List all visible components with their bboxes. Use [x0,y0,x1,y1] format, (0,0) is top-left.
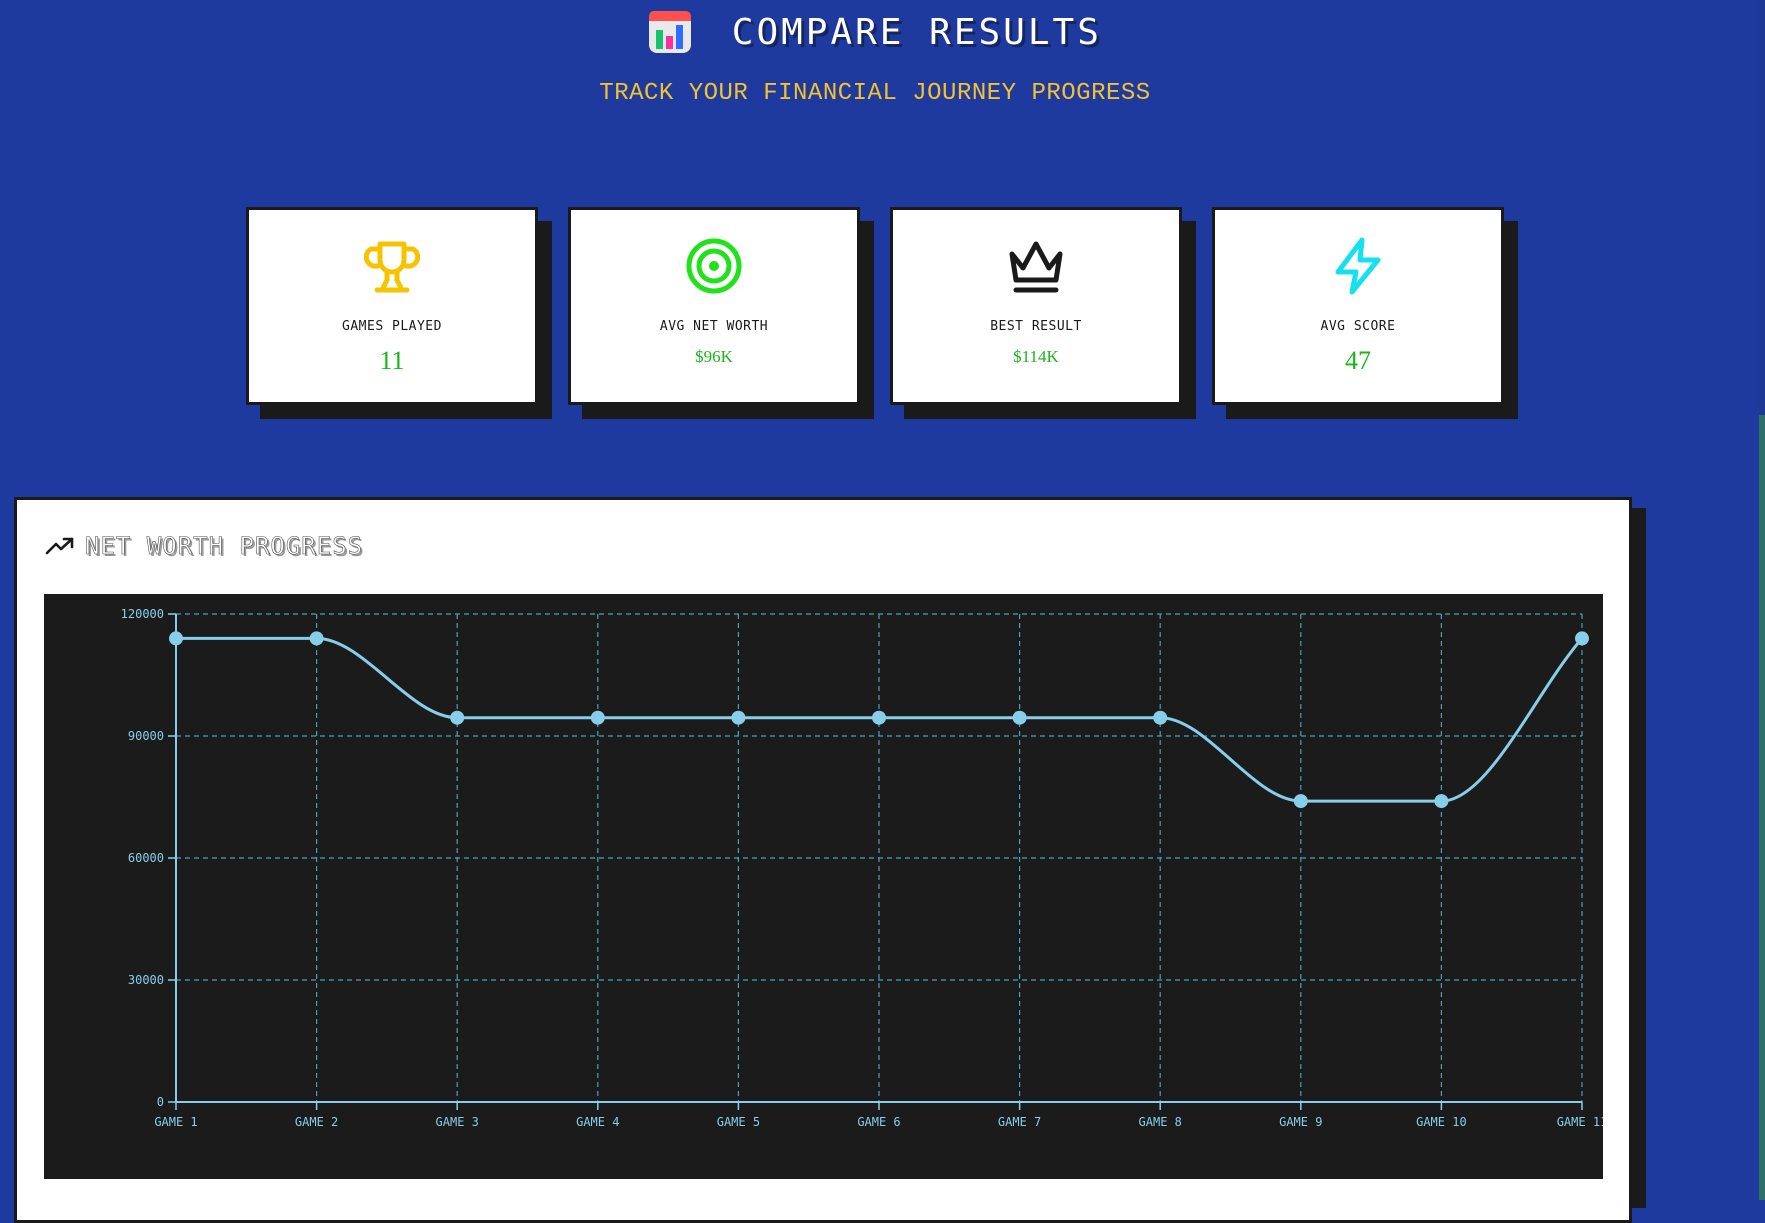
y-tick-label: 120000 [121,607,164,621]
chart-svg: 0 30000 60000 90000 120000 GAME 1 GAME 2 GAME 3… [121,607,1603,1129]
stat-card-games-played: GAMES PLAYED 11 [246,207,552,419]
x-tick-label: GAME 4 [576,1115,619,1129]
page-title: COMPARE RESULTS [731,11,1102,53]
x-tick-label: GAME 6 [857,1115,900,1129]
data-point [872,710,886,725]
y-tick-label: 0 [157,1095,164,1109]
card-body: BEST RESULT $114K [890,207,1182,405]
net-worth-chart: 0 30000 60000 90000 120000 GAME 1 GAME 2 GAME 3… [44,594,1603,1179]
card-body: AVG SCORE 47 [1212,207,1504,405]
scrollbar-thumb[interactable] [1759,415,1765,1200]
data-point [1575,631,1589,646]
stat-value: $114K [1013,347,1059,366]
stat-value: 11 [379,346,405,375]
card-body: GAMES PLAYED 11 [246,207,538,405]
panel-title: NET WORTH PROGRESS [85,532,364,561]
data-point [1434,794,1449,809]
x-tick-label: GAME 5 [717,1115,760,1129]
page-subtitle: TRACK YOUR FINANCIAL JOURNEY PROGRESS [599,80,1151,107]
stat-card-avg-score: AVG SCORE 47 [1212,207,1518,419]
title-row: COMPARE RESULTS [0,10,1750,70]
x-tick-label: GAME 3 [436,1115,479,1129]
x-tick-label: GAME 1 [154,1115,197,1129]
stat-label: GAMES PLAYED [342,319,442,334]
stat-value: $96K [695,347,733,366]
data-point [169,631,183,646]
data-point [731,710,746,725]
y-tick-label: 30000 [128,973,164,987]
x-tick-label: GAME 8 [1139,1115,1182,1129]
trending-up-icon [45,535,75,559]
crown-icon [1006,236,1066,296]
y-tick-label: 60000 [128,851,164,865]
data-point [309,631,324,646]
stat-value: 47 [1345,346,1371,375]
data-point [1293,794,1308,809]
series-line [175,636,1584,803]
data-point [450,710,465,725]
x-tick-label: GAME 9 [1279,1115,1322,1129]
data-point [1153,710,1168,725]
data-point [590,710,605,725]
stat-card-best-result: BEST RESULT $114K [890,207,1196,419]
x-tick-label: GAME 7 [998,1115,1041,1129]
x-tick-label: GAME 11 [1557,1115,1603,1129]
target-icon [684,236,744,296]
data-point [1012,710,1027,725]
stat-card-avg-net-worth: AVG NET WORTH $96K [568,207,874,419]
lightning-icon [1328,236,1388,296]
bar-chart-icon [648,10,692,54]
card-body: AVG NET WORTH $96K [568,207,860,405]
x-tick-label: GAME 10 [1416,1115,1467,1129]
y-tick-label: 90000 [128,729,164,743]
stat-label: AVG SCORE [1320,319,1396,334]
stat-label: BEST RESULT [990,319,1082,334]
x-tick-label: GAME 2 [295,1115,338,1129]
stat-label: AVG NET WORTH [659,319,769,334]
page-header: COMPARE RESULTS TRACK YOUR FINANCIAL JOU… [0,0,1765,130]
trophy-icon [362,236,422,296]
